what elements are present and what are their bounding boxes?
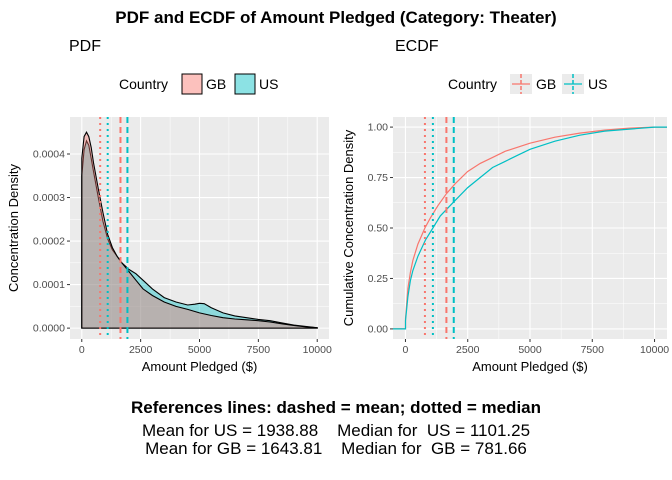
- ecdf-legend-us-label: US: [588, 76, 607, 92]
- pdf-ytick-label: 0.0001: [33, 279, 65, 291]
- ecdf-xaxis-title: Amount Pledged ($): [472, 359, 588, 374]
- pdf-xtick-label: 0: [79, 344, 85, 356]
- pdf-legend-us-label: US: [259, 76, 278, 92]
- ecdf-ytick-label: 0.25: [368, 273, 389, 285]
- pdf-legend-us-swatch: [234, 73, 256, 95]
- ecdf-xtick-label: 7500: [581, 344, 605, 356]
- pdf-legend-gb-label: GB: [206, 76, 226, 92]
- pdf-legend-title: Country: [119, 76, 168, 92]
- notes-heading: References lines: dashed = mean; dotted …: [130, 398, 542, 417]
- ecdf-xtick-label: 2500: [456, 344, 480, 356]
- ecdf-yaxis-title: Cumulative Concentration Density: [341, 129, 356, 326]
- pdf-ytick-label: 0.0004: [33, 149, 65, 161]
- chart-title: PDF and ECDF of Amount Pledged (Category…: [115, 8, 557, 27]
- notes-gb-line: Mean for GB = 1643.81 Median for GB = 78…: [145, 439, 527, 458]
- ecdf-legend-gb-label: GB: [536, 76, 556, 92]
- ecdf-ecdf-line-us: [393, 126, 667, 330]
- ecdf-ytick-label: 0.00: [368, 323, 389, 335]
- ecdf-ecdf-line-gb: [393, 126, 667, 330]
- ecdf-panel-title: ECDF: [395, 38, 439, 55]
- notes-us-line: Mean for US = 1938.88 Median for US = 11…: [141, 421, 531, 440]
- pdf-xtick-label: 5000: [188, 344, 212, 356]
- ecdf-xtick-label: 0: [403, 344, 409, 356]
- pdf-density-gb: [81, 131, 318, 329]
- ecdf-ytick-label: 0.75: [368, 172, 389, 184]
- pdf-xaxis-title: Amount Pledged ($): [142, 359, 258, 374]
- pdf-panel-title: PDF: [69, 38, 101, 55]
- pdf-xtick-label: 7500: [247, 344, 271, 356]
- pdf-xtick-label: 10000: [303, 344, 332, 356]
- reference-notes: References lines: dashed = mean; dotted …: [0, 398, 672, 458]
- ecdf-ytick-label: 0.50: [368, 223, 389, 235]
- pdf-panel: 0 2500 5000 7500 10000 0.0000 0.0001 0.0002 0.00…: [6, 117, 332, 374]
- ecdf-xtick-label: 5000: [518, 344, 542, 356]
- pdf-density-us: [81, 139, 318, 329]
- pdf-legend-gb-swatch: [181, 73, 203, 95]
- pdf-ytick-label: 0.0002: [33, 236, 65, 248]
- ecdf-legend: Country GB US: [448, 74, 607, 94]
- pdf-ytick-label: 0.0000: [33, 323, 65, 335]
- pdf-xtick-label: 2500: [129, 344, 153, 356]
- ecdf-panel: 0 2500 5000 7500 10000 0.00 0.25 0.50 0.75 1.00 Am…: [341, 117, 669, 374]
- pdf-ytick-label: 0.0003: [33, 192, 65, 204]
- ecdf-legend-title: Country: [448, 76, 497, 92]
- pdf-legend: Country GB US: [119, 73, 278, 95]
- pdf-yaxis-title: Concentration Density: [6, 164, 21, 292]
- ecdf-xtick-label: 10000: [640, 344, 669, 356]
- ecdf-ytick-label: 1.00: [368, 122, 389, 134]
